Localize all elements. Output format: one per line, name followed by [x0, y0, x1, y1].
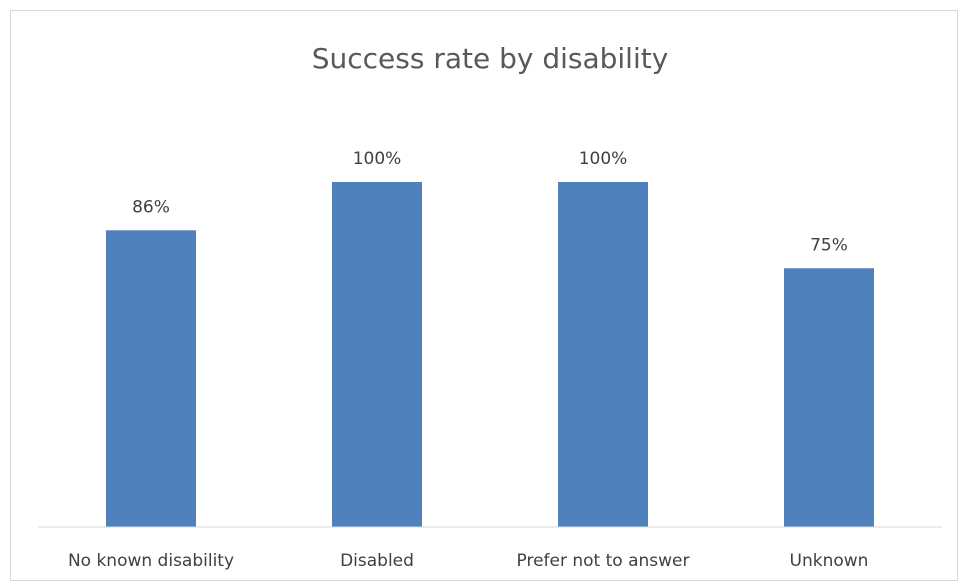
- x-tick-label-3: Unknown: [790, 551, 869, 571]
- x-tick-label-0: No known disability: [68, 551, 234, 571]
- data-label-3: 75%: [810, 235, 848, 255]
- bar-2: [558, 182, 648, 527]
- x-tick-label-1: Disabled: [340, 551, 414, 571]
- bar-3: [784, 268, 874, 527]
- chart-title: Success rate by disability: [312, 42, 669, 75]
- labels-layer: 86% 100% 100% 75%: [132, 149, 848, 255]
- data-label-0: 86%: [132, 197, 170, 217]
- x-axis-ticks: No known disability Disabled Prefer not to…: [68, 551, 869, 571]
- bar-1: [332, 182, 422, 527]
- x-tick-label-2: Prefer not to answer: [517, 551, 690, 571]
- bar-0: [106, 230, 196, 528]
- data-label-1: 100%: [353, 149, 402, 169]
- bars-layer: [106, 182, 874, 528]
- data-label-2: 100%: [579, 149, 628, 169]
